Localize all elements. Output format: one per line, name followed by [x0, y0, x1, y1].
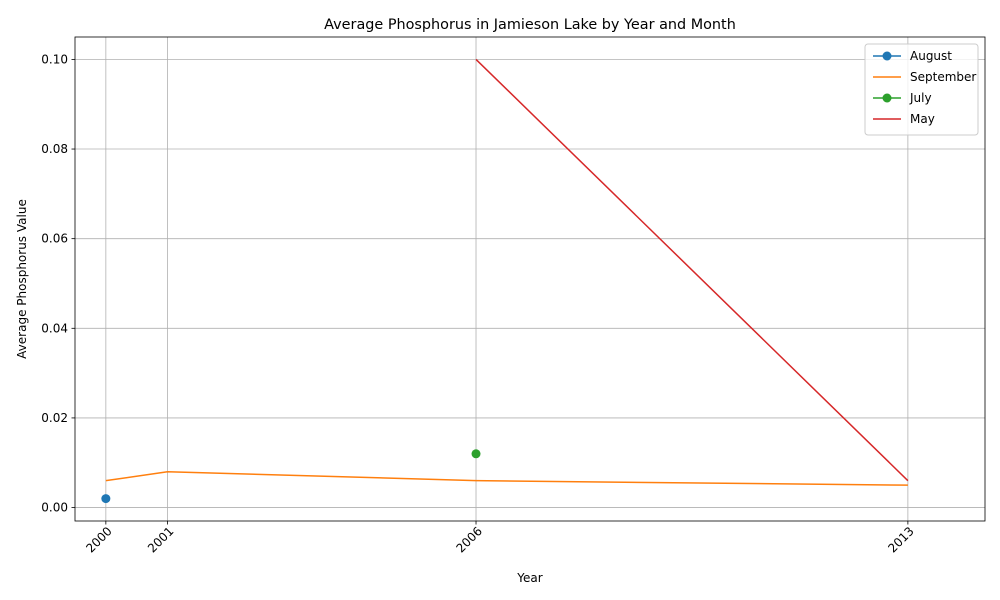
- x-axis-label: Year: [516, 571, 542, 585]
- y-tick-label: 0.08: [41, 142, 68, 156]
- series-line-may: [475, 58, 909, 482]
- y-tick-label: 0.02: [41, 411, 68, 425]
- legend-marker-july: [882, 93, 892, 103]
- x-tick-label: 2013: [885, 524, 916, 555]
- legend-label-july: July: [909, 91, 932, 105]
- plot-frame: [74, 36, 986, 522]
- chart-title: Average Phosphorus in Jamieson Lake by Y…: [324, 17, 736, 33]
- legend: August September July May: [864, 43, 979, 136]
- legend-box: [864, 43, 979, 136]
- y-tick-label: 0.00: [41, 501, 68, 515]
- x-tick-label: 2001: [145, 524, 176, 555]
- y-tick-label: 0.10: [41, 52, 68, 66]
- series-line-september: [105, 470, 908, 486]
- x-tick-label: 2000: [83, 524, 114, 555]
- grid: [75, 37, 985, 521]
- y-tick-label: 0.04: [41, 321, 68, 335]
- legend-marker-august: [882, 51, 892, 61]
- legend-label-august: August: [910, 49, 952, 63]
- data-point-august: [101, 494, 111, 504]
- legend-label-may: May: [910, 112, 935, 126]
- data-point-july: [471, 449, 481, 459]
- y-axis-label: Average Phosphorus Value: [15, 199, 29, 359]
- series-layer: [101, 58, 909, 504]
- legend-label-september: September: [910, 70, 976, 84]
- y-tick-label: 0.06: [41, 232, 68, 246]
- x-tick-label: 2006: [453, 524, 484, 555]
